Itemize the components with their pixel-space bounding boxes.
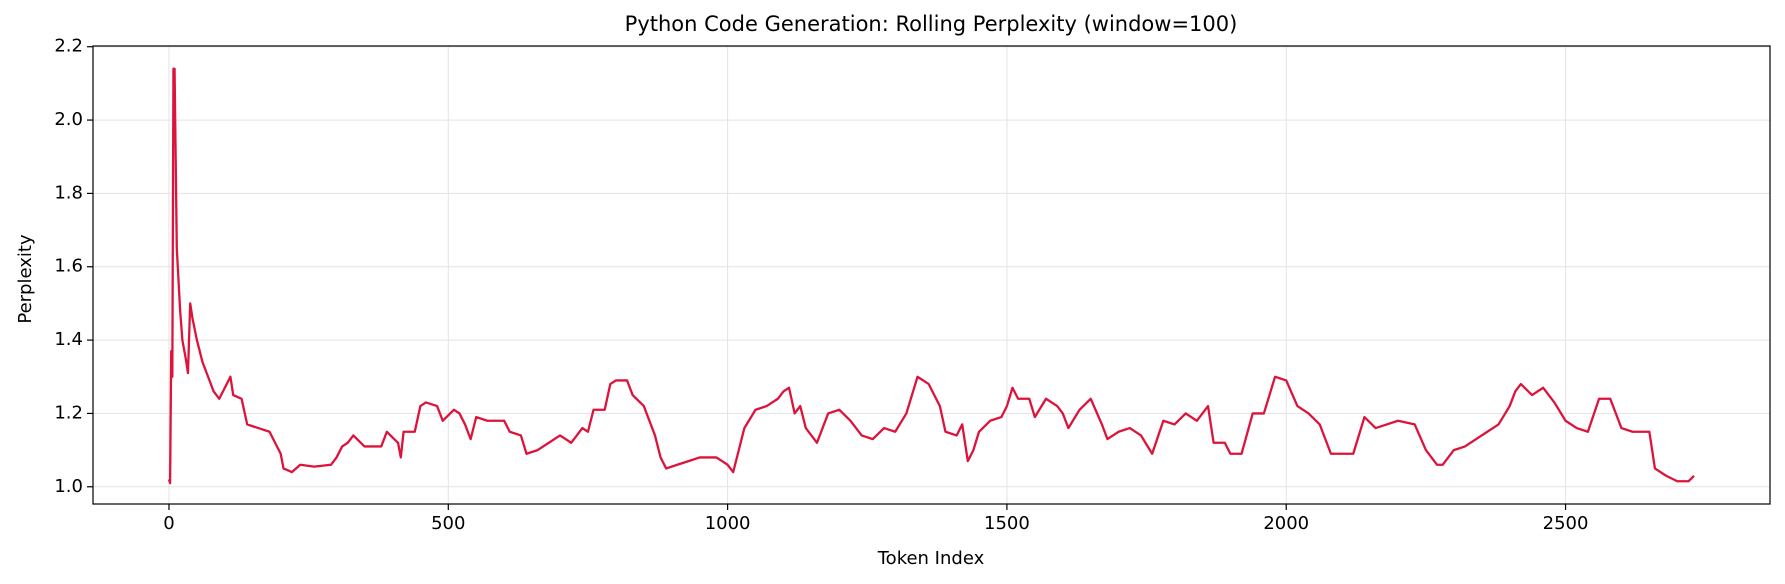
x-axis-label: Token Index — [877, 548, 985, 569]
x-tick-label: 500 — [431, 513, 465, 534]
y-tick-label: 1.2 — [54, 402, 83, 423]
series-line — [167, 67, 1695, 485]
y-tick-label: 2.2 — [54, 36, 83, 57]
y-tick-label: 1.8 — [54, 182, 83, 203]
y-tick-label: 1.6 — [54, 256, 83, 277]
x-tick-label: 1000 — [705, 513, 751, 534]
plot-frame — [92, 45, 1771, 505]
y-tick-label: 1.0 — [54, 476, 83, 497]
y-tick-label: 2.0 — [54, 109, 83, 130]
y-tick-label: 1.4 — [54, 329, 83, 350]
x-tick-label: 1500 — [984, 513, 1030, 534]
x-tick-label: 2000 — [1263, 513, 1309, 534]
y-axis-label: Perplexity — [15, 234, 36, 324]
x-tick-label: 2500 — [1543, 513, 1589, 534]
chart-title: Python Code Generation: Rolling Perplexi… — [625, 12, 1238, 36]
x-tick-label: 0 — [163, 513, 174, 534]
